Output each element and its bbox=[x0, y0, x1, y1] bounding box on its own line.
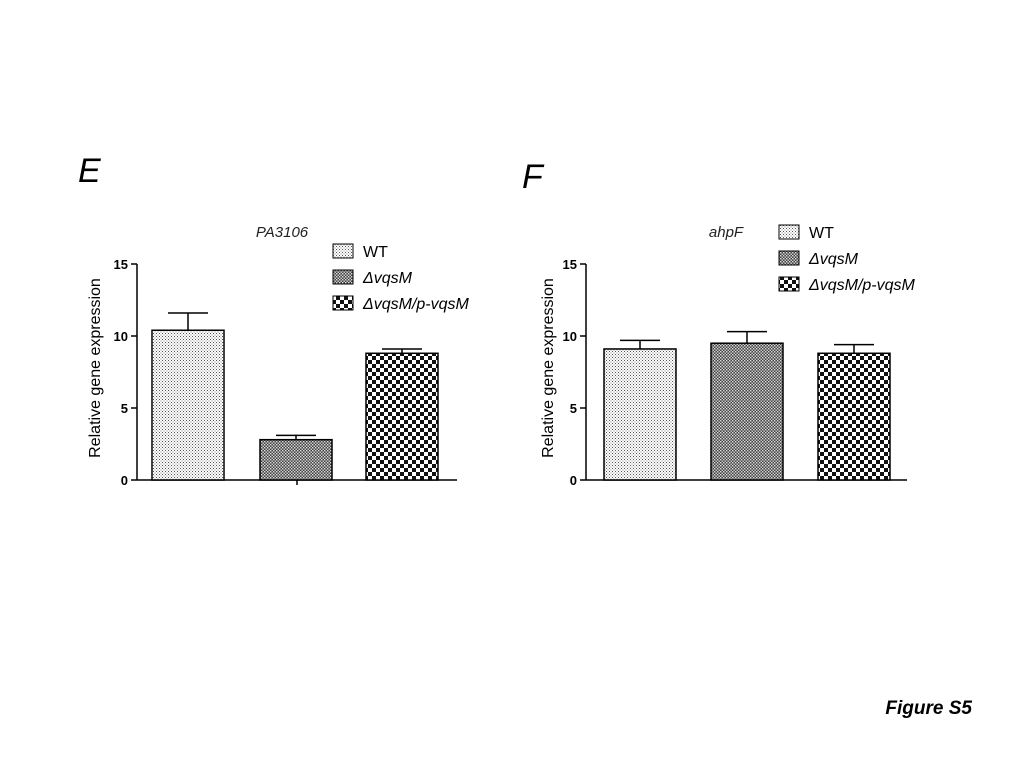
y-tick-label: 10 bbox=[114, 329, 128, 344]
legend-label: WT bbox=[809, 225, 834, 242]
y-tick-label: 5 bbox=[121, 401, 128, 416]
legend-swatch bbox=[332, 295, 354, 311]
y-tick-label: 15 bbox=[563, 257, 577, 272]
legend-swatch bbox=[778, 250, 800, 266]
legend: WT ΔvqsM ΔvqsM/p-vqsM bbox=[332, 243, 470, 313]
legend-swatch bbox=[778, 224, 800, 240]
legend-label: WT bbox=[363, 244, 388, 261]
chart-title: ahpF bbox=[709, 224, 744, 241]
bar bbox=[259, 438, 333, 481]
legend-swatch bbox=[332, 243, 354, 259]
panel-letter-e: E bbox=[78, 152, 101, 190]
legend-label: ΔvqsM/p-vqsM bbox=[362, 296, 470, 313]
legend: WT ΔvqsM ΔvqsM/p-vqsM bbox=[778, 224, 916, 294]
figure-label: Figure S5 bbox=[885, 698, 972, 719]
bar bbox=[603, 348, 677, 481]
bar bbox=[710, 342, 784, 481]
chart-title: PA3106 bbox=[256, 224, 309, 241]
y-axis-label: Relative gene expression bbox=[540, 278, 557, 458]
y-tick-label: 10 bbox=[563, 329, 577, 344]
y-tick-label: 5 bbox=[570, 401, 577, 416]
panel-letter-f: F bbox=[522, 158, 543, 196]
bar bbox=[151, 329, 225, 481]
y-axis-label: Relative gene expression bbox=[87, 278, 104, 458]
bar bbox=[365, 352, 439, 481]
legend-swatch bbox=[778, 276, 800, 292]
chart-f: ahpF Relative gene expression 0 5 10 15 WT Δ… bbox=[540, 224, 916, 488]
legend-swatch bbox=[332, 269, 354, 285]
y-tick-label: 0 bbox=[121, 473, 128, 488]
y-tick-label: 0 bbox=[570, 473, 577, 488]
chart-e: PA3106 Relative gene expression 0 5 10 15 W… bbox=[87, 224, 470, 488]
legend-label: ΔvqsM bbox=[808, 251, 859, 268]
bar bbox=[817, 352, 891, 481]
legend-label: ΔvqsM/p-vqsM bbox=[808, 277, 916, 294]
legend-label: ΔvqsM bbox=[362, 270, 413, 287]
y-tick-label: 15 bbox=[114, 257, 128, 272]
